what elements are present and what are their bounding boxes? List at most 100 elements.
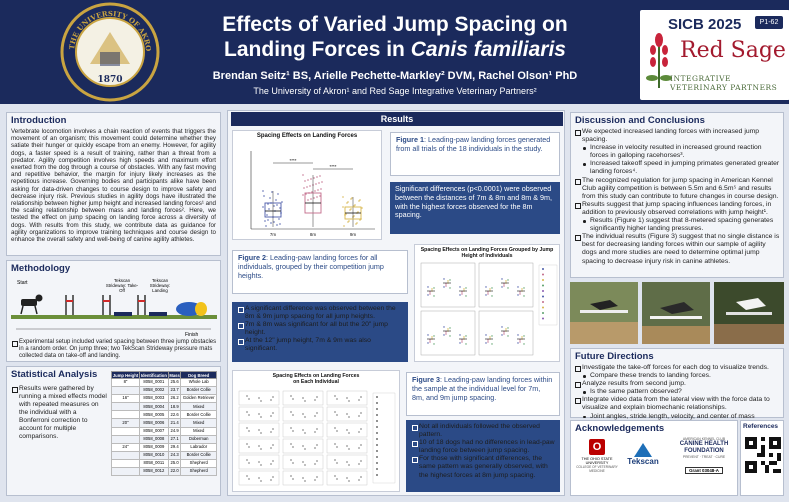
data-point (260, 432, 262, 434)
discussion-panel: Discussion and Conclusions We expected i… (570, 112, 784, 278)
osu-logo: O THE OHIO STATE UNIVERSITY COLLEGE OF V… (575, 439, 619, 473)
data-point (517, 334, 519, 336)
sig-label-2: **** (329, 164, 336, 169)
figure-1-caption: Figure 1: Leading-paw landing forces gen… (390, 132, 560, 176)
data-point (270, 463, 272, 465)
tekscan-logo: Tekscan (621, 443, 665, 466)
data-point (519, 339, 521, 341)
table-row: 8058_0004 18.9 Mixed (111, 402, 217, 412)
data-point (354, 204, 356, 206)
data-point (342, 196, 344, 198)
data-point (485, 294, 487, 296)
data-point (258, 413, 260, 415)
data-point (334, 411, 336, 413)
methods-heading: Methodology (11, 263, 71, 274)
data-point (358, 479, 360, 481)
discussion-item: Results (Figure 1) suggest that 8-metere… (574, 217, 780, 233)
data-point (319, 175, 321, 177)
brand-subtitle: INTEGRATIVE VETERINARY PARTNERS (670, 74, 778, 92)
data-point (347, 201, 349, 203)
data-point (429, 341, 431, 343)
figure-1-label: Figure 1 (396, 135, 424, 144)
data-point (501, 278, 503, 280)
data-point (503, 285, 505, 287)
akc-main: CANINE HEALTH FOUNDATION (679, 441, 729, 454)
legend-swatch (542, 284, 544, 287)
qr-code-icon[interactable] (745, 437, 781, 473)
table-cell (111, 434, 140, 444)
table-cell: 8058_0006 (139, 418, 169, 428)
data-point (503, 331, 505, 333)
data-point (348, 464, 350, 466)
data-point (459, 294, 461, 296)
figure-2-label: Figure 2 (238, 253, 266, 262)
data-point (246, 411, 248, 413)
figure-3-bullet-3: For those with significant differences, … (411, 455, 555, 479)
table-row: 24" 8058_0009 29.4 Labrador (111, 442, 217, 452)
data-point (309, 185, 311, 187)
data-point (461, 291, 463, 293)
legend-swatch (542, 273, 544, 276)
data-point (517, 294, 519, 296)
data-point (316, 428, 318, 430)
table-cell: 25.6 (167, 377, 182, 388)
table-cell: 26.2 (167, 394, 182, 404)
legend-swatch (376, 432, 378, 434)
table-cell: 24.3 (167, 450, 182, 460)
data-point (465, 287, 467, 289)
legend-swatch (376, 420, 378, 422)
data-point (275, 199, 277, 201)
table-cell: 25.0 (167, 458, 182, 469)
table-row: 8058_0005 22.6 Border Collie (111, 410, 217, 420)
figure-2-panels (420, 262, 558, 356)
data-point (260, 448, 262, 450)
data-point (447, 328, 449, 330)
figure-2-bullet-1: A significant difference was observed be… (237, 305, 403, 321)
label-takeoff-mat: Tekscan Strideway: Take-Off (105, 278, 139, 293)
data-point (447, 280, 449, 282)
legend-swatch (542, 306, 544, 309)
table-cell: Labrador (180, 442, 217, 452)
data-point (281, 201, 283, 203)
table-cell: 22.6 (167, 410, 182, 420)
data-point (307, 199, 309, 201)
table-cell: 18.9 (167, 402, 182, 412)
table-cell: 8058_0004 (139, 402, 169, 412)
data-point (427, 294, 429, 296)
table-row: 16" 8058_0003 26.2 Golden Retriever (111, 394, 217, 404)
data-point (429, 339, 431, 341)
data-point (314, 399, 316, 401)
table-cell: 8058_0011 (139, 458, 169, 469)
data-point (487, 341, 489, 343)
data-point (350, 208, 352, 210)
data-point (310, 198, 312, 200)
data-point (290, 443, 292, 445)
data-point (360, 460, 362, 462)
figure-3-bullets: Not all individuals followed the observe… (411, 423, 555, 480)
discussion-item: The individual results (Figure 3) sugges… (574, 233, 780, 265)
data-point (485, 286, 487, 288)
figure-1-findings: Significant differences (p<0.0001) were … (390, 182, 560, 234)
poster-title: Effects of Varied Jump Spacing on Landin… (175, 12, 615, 62)
data-point (304, 448, 306, 450)
panel-frame (420, 262, 476, 308)
data-point (348, 432, 350, 434)
ack-panel: Acknowledgements O THE OHIO STATE UNIVER… (570, 420, 738, 496)
x-tick-label: 9m (350, 232, 357, 237)
data-point (270, 479, 272, 481)
table-cell: 8058_0007 (139, 426, 169, 436)
data-point (360, 444, 362, 446)
data-point (465, 295, 467, 297)
data-point (501, 326, 503, 328)
figure-2-findings: A significant difference was observed be… (232, 302, 408, 362)
data-point (272, 396, 274, 398)
data-point (429, 291, 431, 293)
title-line-2: Landing Forces in (224, 38, 411, 61)
data-point (429, 293, 431, 295)
data-point (258, 429, 260, 431)
data-point (461, 293, 463, 295)
data-point (465, 335, 467, 337)
table-cell: Border Collie (180, 450, 217, 460)
data-point (336, 478, 338, 480)
data-point (519, 291, 521, 293)
